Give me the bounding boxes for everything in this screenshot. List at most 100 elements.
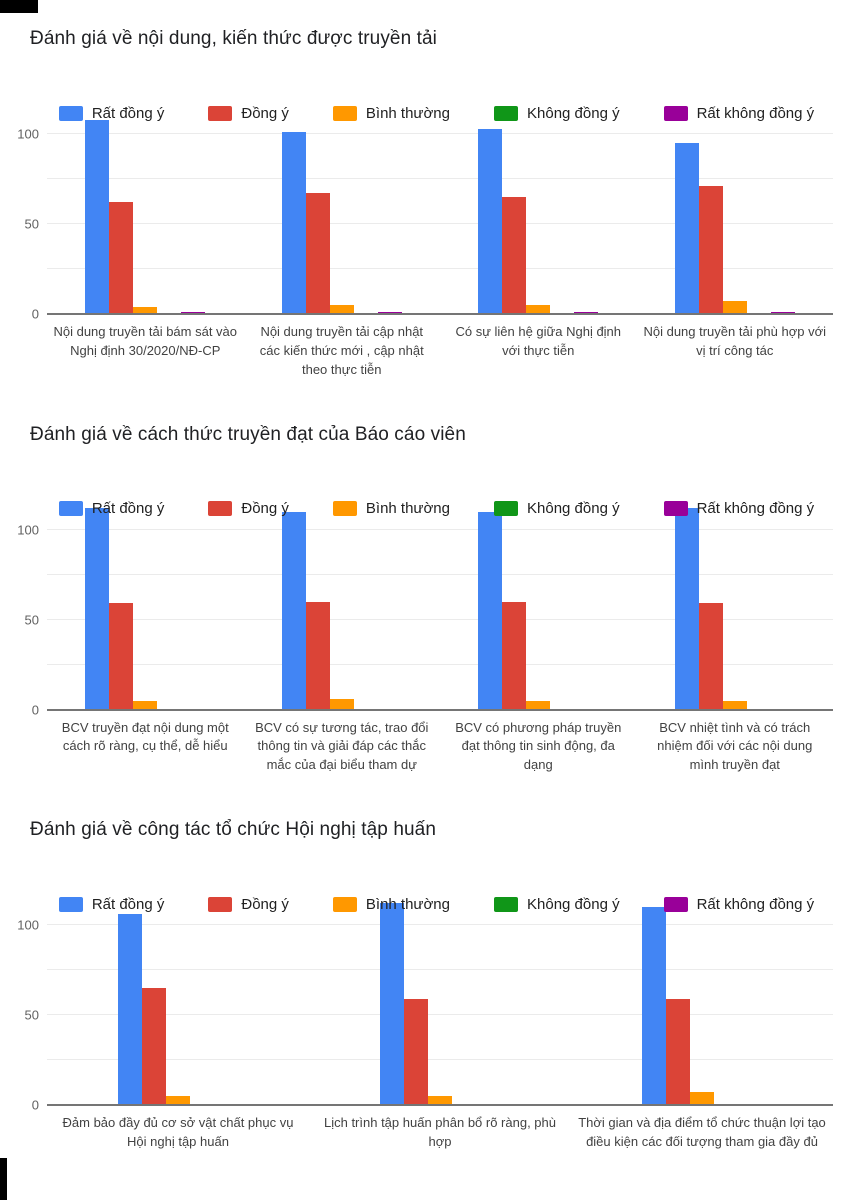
bar (85, 507, 110, 710)
legend-item: Rất không đồng ý (663, 500, 815, 518)
legend-item: Đồng ý (208, 500, 289, 517)
x-axis-labels: BCV truyền đạt nội dung một cách rõ ràng… (47, 710, 833, 776)
chart-title: Đánh giá về cách thức truyền đạt của Báo… (30, 423, 466, 445)
bar (305, 193, 330, 314)
legend-item: Bình thường (332, 895, 450, 913)
bar-groups (47, 903, 833, 1106)
bar-group (47, 507, 244, 710)
plot-wrap: 0 50 100 Đảm bảo đầy đủ cơ sở vật chất phụ… (17, 903, 833, 1152)
bar (404, 998, 428, 1106)
legend-swatch-icon (663, 105, 688, 121)
gridline (47, 618, 833, 620)
legend-swatch-icon (58, 896, 83, 912)
x-axis-labels: Đảm bảo đầy đủ cơ sở vật chất phục vụ Hộ… (47, 1105, 833, 1152)
bar (85, 119, 110, 314)
bar (526, 305, 551, 314)
y-axis-tick: 100 (17, 126, 39, 142)
legend-label: Bình thường (365, 895, 450, 913)
legend-label: Bình thường (365, 104, 450, 122)
bar (329, 698, 354, 710)
y-axis-tick: 50 (24, 216, 39, 232)
category-label: BCV có phương pháp truyền đạt thông tin … (455, 719, 622, 773)
legend-label: Không đồng ý (527, 500, 620, 518)
chart-title: Đánh giá về nội dung, kiến thức được tru… (30, 28, 437, 49)
bar-group (47, 119, 244, 314)
legend-item: Rất đồng ý (58, 895, 165, 913)
gridline (47, 268, 833, 269)
legend-swatch-icon (663, 896, 688, 912)
bar-group (571, 907, 833, 1106)
legend-swatch-icon (208, 501, 233, 517)
y-axis-tick: 100 (17, 522, 39, 538)
bar (722, 301, 747, 314)
gridline (47, 969, 833, 971)
y-axis-tick: 0 (31, 306, 39, 322)
legend-label: Đồng ý (241, 104, 289, 122)
bar (142, 988, 166, 1106)
legend-swatch-icon (208, 105, 233, 121)
x-axis-baseline (47, 1104, 833, 1107)
legend-label: Rất không đồng ý (696, 500, 815, 518)
gridline (47, 133, 833, 134)
legend-item: Bình thường (332, 104, 450, 122)
bar (674, 507, 699, 710)
bar (642, 907, 666, 1106)
legend-item: Rất không đồng ý (663, 104, 815, 122)
y-axis-tick: 0 (31, 1097, 39, 1113)
bar-groups (47, 507, 833, 710)
legend-label: Đồng ý (241, 895, 289, 913)
bar (478, 511, 503, 710)
legend-label: Không đồng ý (527, 895, 620, 913)
category-label: BCV có sự tương tác, trao đổi thông tin … (255, 719, 429, 773)
gridline (47, 573, 833, 575)
legend-item: Bình thường (332, 500, 450, 517)
bar (502, 197, 527, 314)
legend-label: Rất đồng ý (91, 500, 165, 518)
chart-section-content-quality: Đánh giá về nội dung, kiến thức được tru… (0, 0, 843, 380)
bar (133, 306, 158, 314)
bar (698, 603, 723, 710)
bar (281, 132, 306, 314)
chart-section-conference-organization: Đánh giá về công tác tổ chức Hội nghị tậ… (0, 775, 843, 1152)
legend-label: Không đồng ý (527, 104, 620, 122)
bar-group (244, 511, 441, 710)
legend-swatch-icon (332, 501, 357, 517)
bar (674, 143, 699, 314)
bar-group (47, 914, 309, 1106)
legend-item: Không đồng ý (494, 105, 620, 122)
legend-swatch-icon (58, 501, 83, 517)
legend-label: Rất đồng ý (91, 104, 165, 122)
category-label: Đảm bảo đầy đủ cơ sở vật chất phục vụ Hộ… (62, 1115, 294, 1149)
gridline (47, 1059, 833, 1061)
bar-group (440, 128, 637, 314)
x-axis-labels: Nội dung truyền tải bám sát vào Nghị địn… (47, 314, 833, 380)
chart-legend: Rất đồng ý Đồng ý Bình thường Không đồng ý R… (40, 500, 833, 518)
bar-group (244, 132, 441, 314)
legend-swatch-icon (332, 896, 357, 912)
category-label: Nội dung truyền tải cập nhật các kiến th… (259, 324, 424, 377)
legend-swatch-icon (663, 501, 688, 517)
chart-legend: Rất đồng ý Đồng ý Bình thường Không đồng ý R… (40, 895, 833, 913)
bar-group (637, 134, 834, 314)
screen-artifact-bottom-left (0, 1158, 7, 1200)
bar (109, 603, 134, 710)
legend-label: Rất đồng ý (91, 895, 165, 913)
legend-swatch-icon (494, 501, 518, 517)
legend-label: Rất không đồng ý (696, 104, 815, 122)
legend-swatch-icon (494, 105, 518, 121)
legend-label: Rất không đồng ý (696, 895, 815, 913)
legend-swatch-icon (332, 105, 357, 121)
bar (478, 128, 503, 314)
bar (118, 914, 142, 1106)
gridline (47, 223, 833, 224)
category-label: Thời gian và địa điểm tổ chức thuận lợi … (578, 1115, 826, 1149)
bar (526, 700, 551, 710)
x-axis-baseline (47, 708, 833, 711)
legend-item: Không đồng ý (494, 896, 620, 913)
bar (281, 511, 306, 710)
y-axis-tick: 0 (31, 702, 39, 718)
legend-swatch-icon (494, 896, 518, 912)
legend-label: Đồng ý (241, 500, 289, 518)
bar-group (309, 903, 571, 1106)
